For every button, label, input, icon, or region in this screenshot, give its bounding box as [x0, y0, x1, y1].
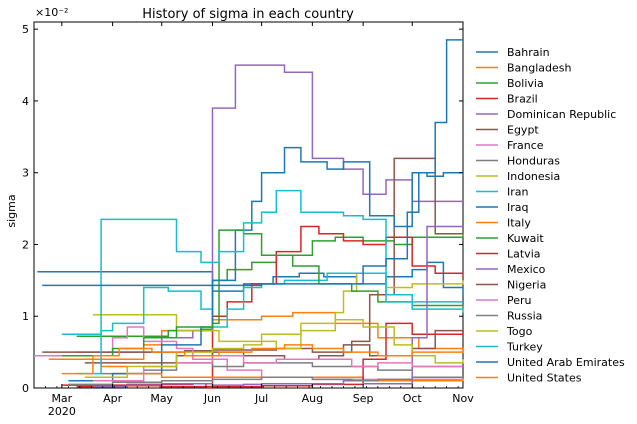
y-axis-label: sigma: [5, 194, 18, 227]
series-line-united-states: [61, 344, 464, 375]
legend-label: Bolivia: [507, 77, 544, 90]
series-line-turkey: [76, 189, 464, 375]
x-tick-label: Mar: [51, 392, 72, 405]
series-line-honduras: [101, 362, 463, 375]
y-tick-label: 2: [22, 238, 29, 251]
legend-label: Latvia: [507, 248, 541, 261]
series-line-russia: [68, 376, 463, 386]
x-tick-label: May: [150, 392, 173, 405]
series-line-kuwait: [61, 229, 464, 357]
legend-label: Brazil: [507, 93, 538, 106]
x-tick-label: Oct: [403, 392, 423, 405]
y-multiplier-label: ×10⁻²: [35, 6, 68, 19]
legend-label: Iraq: [507, 201, 529, 214]
y-tick-label: 1: [22, 310, 29, 323]
series-line-dominican-republic: [76, 64, 463, 353]
x-tick-label: Jun: [203, 392, 221, 405]
legend-label: Egypt: [507, 124, 539, 137]
legend-label: United Arab Emirates: [507, 356, 625, 369]
x-tick-label: Nov: [452, 392, 474, 405]
x-tick-label: Jul: [254, 392, 268, 405]
legend-label: Indonesia: [507, 170, 560, 183]
series-line-france: [34, 326, 464, 381]
legend-label: Turkey: [506, 341, 543, 354]
legend-label: Russia: [507, 310, 542, 323]
series-line-nigeria: [84, 329, 464, 364]
legend-label: Nigeria: [507, 279, 546, 292]
plot-frame: [33, 21, 464, 389]
series-line-united-arab-emirates: [42, 39, 463, 287]
chart-title: History of sigma in each country: [142, 7, 354, 22]
x-tick-label: Apr: [103, 392, 123, 405]
x-tick-sublabel: 2020: [48, 405, 76, 418]
series-line-iran: [61, 272, 463, 335]
legend-label: Iran: [507, 186, 529, 199]
y-tick-label: 0: [22, 382, 29, 395]
series-line-brazil: [61, 225, 464, 389]
y-tick-label: 3: [22, 167, 29, 180]
legend-label: Peru: [507, 294, 532, 307]
legend-label: France: [507, 139, 544, 152]
legend-label: Bahrain: [507, 46, 550, 59]
y-tick-label: 4: [22, 95, 29, 108]
series-line-bahrain: [37, 261, 464, 295]
legend-label: Dominican Republic: [507, 108, 616, 121]
legend-label: United States: [507, 372, 582, 385]
legend-label: Kuwait: [507, 232, 544, 245]
legend-label: Togo: [506, 325, 533, 338]
plot-lines: [34, 39, 464, 389]
x-tick-label: Aug: [302, 392, 323, 405]
legend-label: Italy: [507, 217, 531, 230]
x-tick-label: Sep: [353, 392, 374, 405]
legend-label: Honduras: [507, 155, 560, 168]
legend-label: Bangladesh: [507, 62, 572, 75]
series-line-iraq: [68, 146, 464, 382]
legend-label: Mexico: [507, 263, 546, 276]
y-tick-label: 5: [22, 23, 29, 36]
legend: Bahrain Bangladesh Bolivia Brazil Dominican …: [476, 46, 625, 385]
